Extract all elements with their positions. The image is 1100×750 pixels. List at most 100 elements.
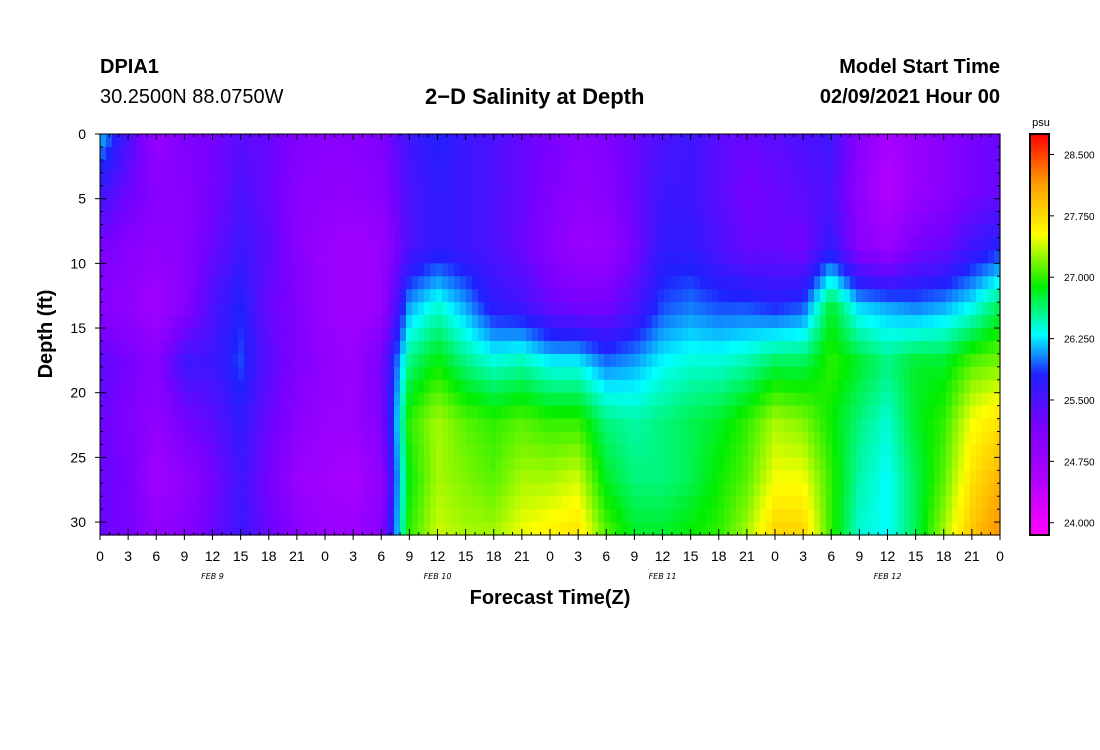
heatmap-cell xyxy=(856,509,863,523)
heatmap-cell xyxy=(874,159,881,174)
heatmap-cell xyxy=(508,470,515,484)
heatmap-cell xyxy=(832,159,839,174)
heatmap-cell xyxy=(580,185,587,200)
heatmap-cell xyxy=(772,483,779,497)
heatmap-cell xyxy=(280,237,287,252)
heatmap-cell xyxy=(658,263,665,277)
heatmap-cell xyxy=(430,457,437,471)
heatmap-cell xyxy=(142,289,149,303)
heatmap-cell xyxy=(142,405,149,420)
heatmap-cell xyxy=(304,509,311,523)
heatmap-cell xyxy=(202,302,209,316)
heatmap-cell xyxy=(274,315,281,329)
heatmap-cell xyxy=(298,250,305,264)
heatmap-cell xyxy=(154,392,161,407)
heatmap-cell xyxy=(334,237,341,252)
heatmap-cell xyxy=(922,353,929,368)
heatmap-cell xyxy=(514,444,521,458)
heatmap-cell xyxy=(508,185,515,200)
heatmap-cell xyxy=(400,366,407,381)
heatmap-cell xyxy=(880,263,887,277)
heatmap-cell xyxy=(472,444,479,458)
heatmap-cell xyxy=(754,250,761,264)
heatmap-cell xyxy=(172,353,179,368)
heatmap-cell xyxy=(712,340,719,355)
heatmap-cell xyxy=(712,431,719,446)
heatmap-cell xyxy=(244,302,251,316)
heatmap-cell xyxy=(880,431,887,446)
heatmap-cell xyxy=(160,134,167,148)
heatmap-cell xyxy=(910,198,917,213)
heatmap-cell xyxy=(286,392,293,407)
heatmap-cell xyxy=(736,211,743,226)
heatmap-cell xyxy=(760,457,767,471)
heatmap-cell xyxy=(280,211,287,226)
heatmap-cell xyxy=(124,289,131,303)
heatmap-cell xyxy=(562,302,569,316)
heatmap-cell xyxy=(514,185,521,200)
heatmap-cell xyxy=(580,418,587,433)
heatmap-cell xyxy=(232,483,239,497)
heatmap-cell xyxy=(760,509,767,523)
heatmap-cell xyxy=(394,444,401,458)
heatmap-cell xyxy=(646,496,653,510)
heatmap-cell xyxy=(880,159,887,174)
heatmap-cell xyxy=(598,211,605,226)
heatmap-cell xyxy=(952,405,959,420)
heatmap-cell xyxy=(208,496,215,510)
heatmap-cell xyxy=(610,263,617,277)
heatmap-cell xyxy=(904,340,911,355)
heatmap-cell xyxy=(496,431,503,446)
heatmap-cell xyxy=(934,134,941,148)
heatmap-cell xyxy=(538,185,545,200)
heatmap-cell xyxy=(628,237,635,252)
heatmap-cell xyxy=(292,134,299,148)
heatmap-cell xyxy=(892,366,899,381)
heatmap-cell xyxy=(214,134,221,148)
heatmap-cell xyxy=(952,302,959,316)
heatmap-cell xyxy=(514,418,521,433)
heatmap-cell xyxy=(100,185,107,200)
heatmap-cell xyxy=(604,405,611,420)
heatmap-cell xyxy=(658,315,665,329)
heatmap-cell xyxy=(244,392,251,407)
heatmap-cell xyxy=(598,483,605,497)
heatmap-cell xyxy=(742,276,749,290)
heatmap-cell xyxy=(574,353,581,368)
heatmap-cell xyxy=(358,509,365,523)
heatmap-cell xyxy=(112,509,119,523)
heatmap-cell xyxy=(880,134,887,148)
heatmap-cell xyxy=(394,211,401,226)
heatmap-cell xyxy=(376,431,383,446)
heatmap-cell xyxy=(664,509,671,523)
heatmap-cell xyxy=(358,185,365,200)
heatmap-cell xyxy=(820,172,827,187)
heatmap-cell xyxy=(490,315,497,329)
heatmap-cell xyxy=(556,522,563,536)
heatmap-cell xyxy=(826,509,833,523)
heatmap-cell xyxy=(346,353,353,368)
heatmap-cell xyxy=(406,159,413,174)
heatmap-cell xyxy=(622,198,629,213)
heatmap-cell xyxy=(526,418,533,433)
heatmap-cell xyxy=(502,353,509,368)
heatmap-cell xyxy=(952,483,959,497)
heatmap-cell xyxy=(400,353,407,368)
heatmap-cell xyxy=(454,483,461,497)
heatmap-cell xyxy=(256,134,263,148)
heatmap-cell xyxy=(220,276,227,290)
x-tick-label: 21 xyxy=(289,548,305,564)
heatmap-cell xyxy=(874,198,881,213)
heatmap-cell xyxy=(256,496,263,510)
heatmap-cell xyxy=(346,418,353,433)
heatmap-cell xyxy=(946,159,953,174)
heatmap-cell xyxy=(958,263,965,277)
heatmap-cell xyxy=(838,172,845,187)
heatmap-cell xyxy=(244,185,251,200)
heatmap-cell xyxy=(544,392,551,407)
heatmap-cell xyxy=(448,431,455,446)
heatmap-cell xyxy=(664,470,671,484)
heatmap-cell xyxy=(934,302,941,316)
heatmap-cell xyxy=(676,224,683,239)
heatmap-cell xyxy=(700,379,707,394)
